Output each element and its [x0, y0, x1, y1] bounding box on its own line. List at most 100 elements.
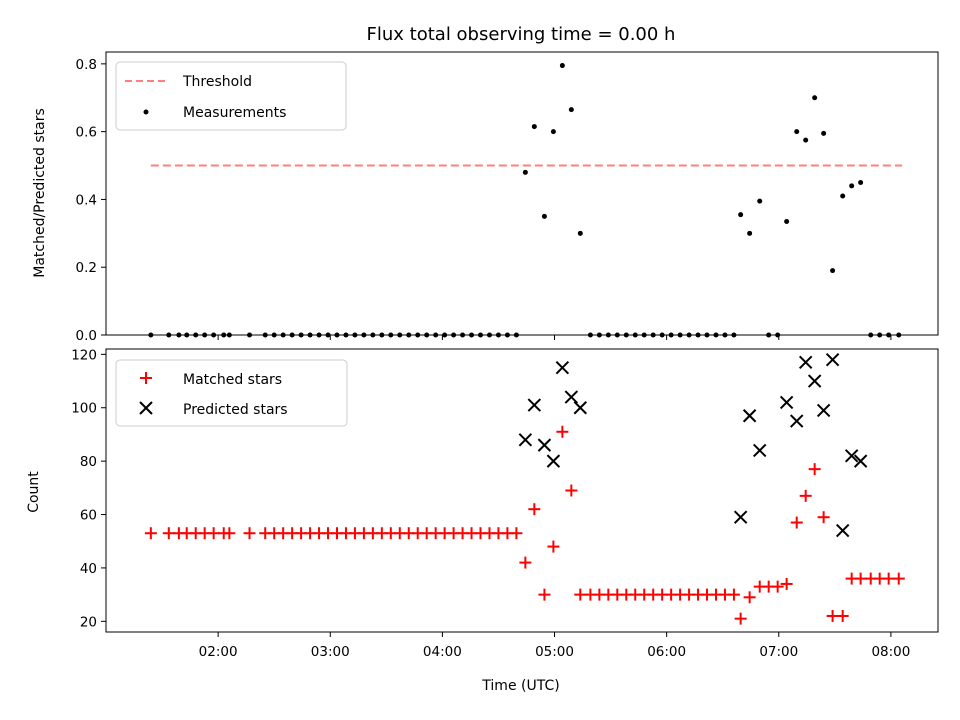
x-tick-label: 06:00 [647, 644, 686, 660]
x-tick-label: 05:00 [535, 644, 574, 660]
count-y-tick-label: 120 [71, 347, 97, 363]
x-tick-label: 08:00 [871, 644, 910, 660]
matched-star-point [790, 516, 803, 529]
measurement-point [577, 230, 583, 236]
matched-star-point [817, 511, 830, 524]
ratio-y-axis-label: Matched/Predicted stars [32, 108, 48, 278]
matched-star-point [771, 580, 784, 593]
measurement-point [794, 129, 800, 135]
x-tick-label: 04:00 [423, 644, 462, 660]
measurement-point [812, 95, 818, 101]
matched-star-point [223, 527, 236, 540]
matched-star-point [207, 527, 220, 540]
count-data-marks [144, 352, 905, 625]
count-axes-frame [105, 348, 939, 633]
predicted-star-point [733, 510, 748, 524]
legend-predicted-label: Predicted stars [183, 402, 288, 418]
count-axis-ticks: 20 40 60 80 100 120 02:00 03:00 04:00 05:00 06:00 0… [71, 347, 910, 660]
matched-star-point [892, 572, 905, 585]
ratio-y-tick-label: 0.2 [76, 260, 97, 276]
predicted-star-point [546, 454, 561, 468]
matched-star-point [734, 612, 747, 625]
count-y-tick-label: 80 [80, 454, 97, 470]
predicted-star-point [573, 401, 588, 415]
predicted-star-point [807, 374, 822, 388]
measurement-point [803, 137, 809, 143]
predicted-star-point [742, 409, 757, 423]
matched-star-point [854, 572, 867, 585]
measurement-point [858, 179, 864, 185]
predicted-star-point [555, 360, 570, 375]
measurement-point [738, 212, 744, 218]
ratio-y-tick-label: 0.4 [76, 192, 97, 208]
ratio-panel: Flux total observing time = 0.00 h 0.00.… [32, 24, 939, 344]
matched-star-point [243, 527, 256, 540]
matched-star-point [528, 503, 541, 516]
matched-star-point [574, 588, 587, 601]
count-y-tick-label: 40 [80, 561, 97, 577]
legend-predicted-swatch [139, 401, 153, 415]
matched-star-point [882, 572, 895, 585]
count-y-tick-label: 20 [80, 614, 97, 630]
matched-star-point [808, 463, 821, 476]
count-y-tick-label: 100 [71, 401, 97, 417]
measurement-point [830, 268, 836, 274]
ratio-axes-frame [105, 51, 939, 336]
predicted-star-point [790, 414, 804, 428]
legend-measurements-swatch [143, 109, 149, 115]
ratio-y-tick-label: 0.6 [76, 125, 97, 141]
matched-star-point [727, 588, 740, 601]
legend-matched-swatch [140, 372, 152, 384]
predicted-star-point [527, 398, 542, 412]
measurement-point [559, 63, 565, 69]
measurement-point [568, 107, 574, 113]
matched-star-point [565, 484, 578, 497]
legend-measurements-label: Measurements [183, 105, 286, 121]
measurement-point [784, 218, 790, 224]
legend-threshold-label: Threshold [182, 74, 252, 90]
matched-star-point [743, 591, 756, 604]
measurement-point [840, 193, 846, 199]
measurement-point [522, 169, 528, 175]
matched-star-point [538, 588, 551, 601]
matched-star-point [519, 556, 532, 569]
x-tick-label: 02:00 [199, 644, 238, 660]
count-y-tick-label: 60 [80, 508, 97, 524]
measurement-point [757, 198, 763, 204]
count-y-axis-label: Count [26, 471, 42, 513]
matched-star-point [144, 527, 157, 540]
count-panel: 20 40 60 80 100 120 02:00 03:00 04:00 05:00 06:00 0… [26, 347, 939, 694]
matched-star-point [780, 577, 793, 590]
measurement-point [849, 183, 855, 189]
predicted-star-point [835, 523, 850, 538]
predicted-star-point [844, 449, 859, 463]
matched-star-point [556, 425, 569, 438]
measurement-point [550, 129, 556, 135]
measurement-point [531, 124, 537, 130]
matched-star-point [826, 609, 839, 622]
ratio-legend-box [115, 61, 347, 131]
predicted-star-point [779, 395, 794, 410]
predicted-star-point [798, 355, 813, 370]
matched-star-point [162, 527, 175, 540]
predicted-star-point [853, 454, 868, 468]
measurement-point [541, 213, 547, 219]
x-axis-label: Time (UTC) [481, 678, 559, 694]
measurement-point [747, 230, 753, 236]
ratio-y-ticks: 0.0 0.2 0.4 0.6 0.8 [76, 57, 892, 344]
count-legend-box [115, 359, 348, 427]
ratio-legend: Threshold Measurements [115, 61, 347, 131]
predicted-star-point [816, 403, 831, 418]
predicted-star-point [825, 352, 840, 367]
matched-star-point [799, 489, 812, 502]
x-tick-label: 07:00 [759, 644, 798, 660]
predicted-star-point [564, 390, 579, 404]
chart-title: Flux total observing time = 0.00 h [367, 24, 676, 45]
count-legend: Matched stars Predicted stars [115, 359, 348, 427]
predicted-star-point [537, 438, 552, 452]
measurement-point [821, 130, 827, 136]
legend-matched-label: Matched stars [183, 372, 282, 388]
ratio-y-tick-label: 0.8 [76, 57, 97, 73]
predicted-star-point [518, 433, 533, 447]
